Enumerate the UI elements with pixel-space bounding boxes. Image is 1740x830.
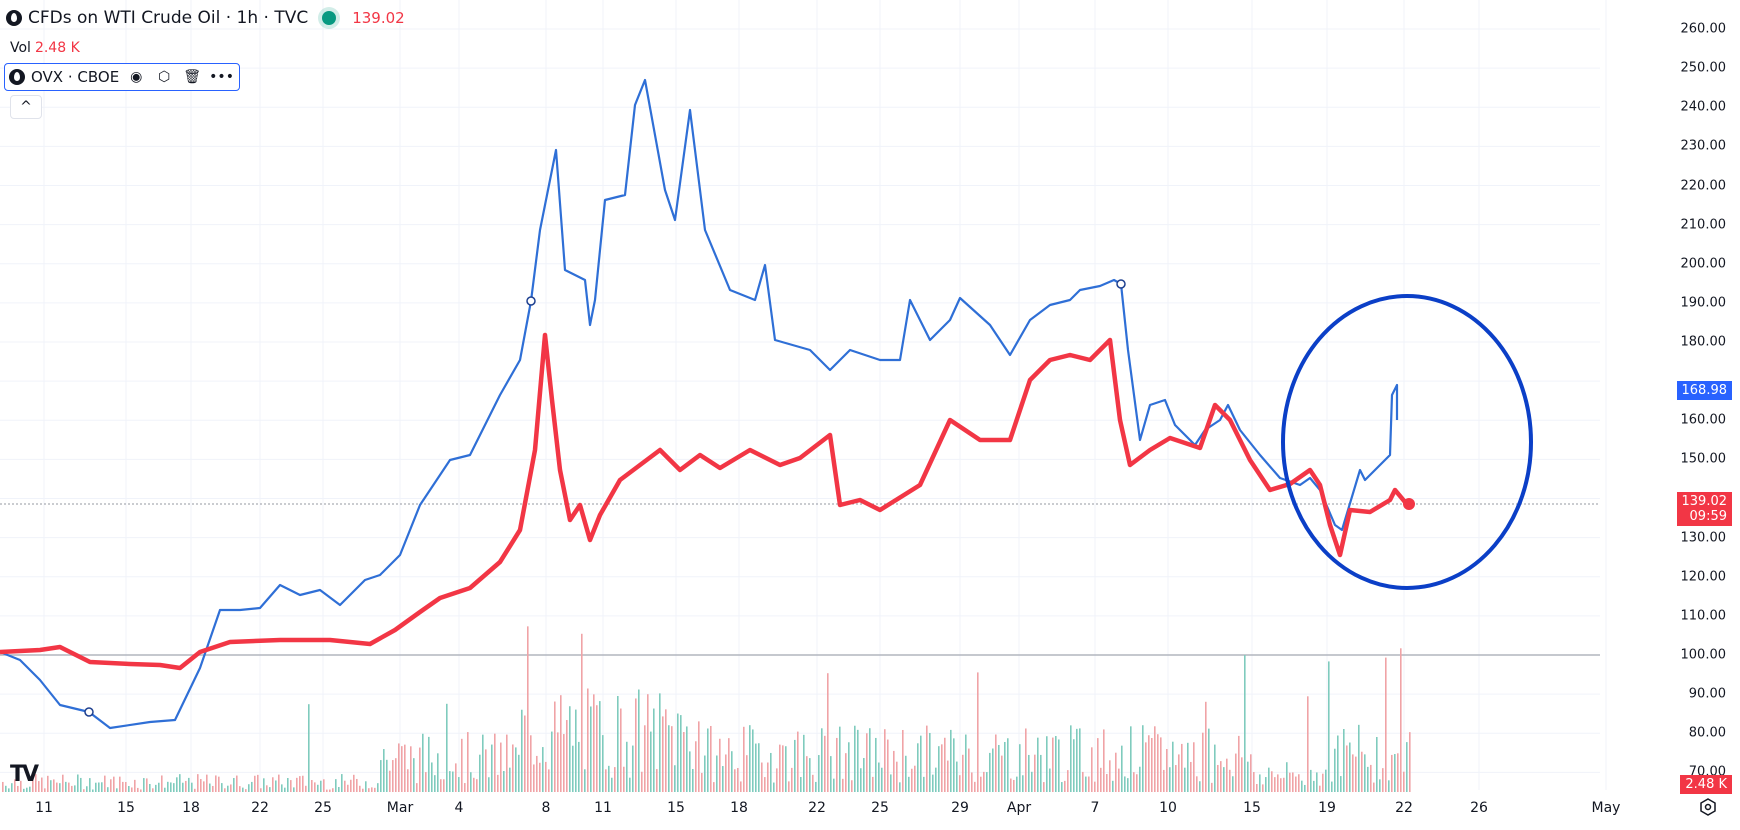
time-axis-label: 15	[117, 800, 135, 816]
volume-value: 2.48 K	[34, 40, 80, 56]
price-axis-label: 160.00	[1680, 412, 1727, 428]
last-price-dot	[1403, 498, 1415, 510]
price-axis-label: 190.00	[1680, 295, 1727, 311]
time-axis-label: 10	[1159, 800, 1177, 816]
price-axis-label: 90.00	[1688, 686, 1726, 702]
tradingview-logo[interactable]: TV	[10, 762, 39, 787]
annotation-circle[interactable]	[1281, 294, 1533, 590]
time-axis-label: 29	[951, 800, 969, 816]
price-axis-label: 220.00	[1680, 178, 1727, 193]
ovx-line[interactable]	[0, 78, 1399, 730]
price-axis-label: 80.00	[1688, 725, 1726, 741]
price-axis-label: 100.00	[1680, 647, 1727, 663]
ovx-marker	[526, 296, 536, 306]
time-axis-label: 25	[314, 800, 332, 816]
price-axis-label: 110.00	[1680, 608, 1727, 624]
volume-badge: 2.48 K	[1680, 775, 1732, 794]
price-axis-label: 200.00	[1680, 256, 1727, 272]
time-axis-label: May	[1591, 800, 1621, 816]
time-axis-label: 18	[182, 800, 200, 816]
price-axis-label: 260.00	[1680, 21, 1727, 37]
symbol-legend[interactable]: CFDs on WTI Crude Oil · 1h · TVC 139.02	[6, 8, 405, 28]
ovx-marker	[84, 707, 94, 717]
time-axis-label: Mar	[386, 800, 414, 816]
time-axis-label: Apr	[1006, 800, 1032, 816]
time-axis-label: 11	[35, 800, 53, 816]
price-axis-label: 180.00	[1680, 334, 1727, 350]
wti-line[interactable]	[0, 332, 1411, 671]
symbol-title: CFDs on WTI Crude Oil · 1h · TVC	[28, 8, 309, 28]
market-status-icon	[322, 11, 337, 25]
time-axis-label: 18	[730, 800, 748, 816]
volume-label: Vol	[10, 40, 31, 56]
price-axis-label: 230.00	[1680, 138, 1727, 154]
ovx-marker	[1116, 279, 1126, 289]
time-axis-label: 19	[1318, 800, 1336, 816]
time-axis-label: 7	[1090, 800, 1100, 816]
time-axis-label: 15	[667, 800, 685, 816]
volume-legend: Vol 2.48 K	[10, 40, 80, 56]
time-axis-label: 11	[594, 800, 612, 816]
ovx-price-badge: 168.98	[1676, 381, 1732, 400]
price-axis-label: 240.00	[1680, 99, 1727, 115]
settings-icon[interactable]: ⬡	[158, 69, 171, 85]
time-axis-label: 8	[541, 800, 551, 816]
last-price: 139.02	[352, 9, 405, 27]
price-axis-label: 150.00	[1680, 451, 1727, 467]
price-axis-label: 130.00	[1680, 530, 1727, 546]
price-axis-label: 120.00	[1680, 569, 1727, 585]
time-axis-label: 22	[251, 800, 269, 816]
eye-icon[interactable]: ◉	[130, 69, 143, 85]
time-axis-label: 22	[1395, 800, 1413, 816]
volume-bars	[2, 626, 1411, 792]
price-axis-label: 250.00	[1680, 60, 1727, 76]
ovx-indicator-legend[interactable]: OVX · CBOE ◉ ⬡ 🗑 •••	[4, 63, 241, 91]
last-price-badge: 139.02 09:59	[1676, 492, 1732, 526]
time-axis-label: 26	[1470, 800, 1488, 816]
last-price-badge-value: 139.02	[1681, 494, 1728, 509]
time-axis-label: 25	[871, 800, 889, 816]
time-axis-label: 4	[454, 800, 464, 816]
oil-drop-icon	[9, 69, 25, 85]
more-icon[interactable]: •••	[209, 69, 234, 85]
ovx-label: OVX · CBOE	[31, 68, 120, 86]
collapse-legend-button[interactable]: ^	[10, 95, 42, 119]
price-axis[interactable]: 260.00 250.00 240.00 230.00 220.00 210.00 200.…	[1600, 0, 1740, 790]
price-axis-label: 210.00	[1680, 217, 1727, 233]
bar-countdown: 09:59	[1689, 509, 1727, 524]
time-axis-label: 22	[808, 800, 826, 816]
time-axis-label: 15	[1243, 800, 1261, 816]
oil-drop-icon	[6, 10, 22, 26]
trash-icon[interactable]: 🗑	[183, 69, 202, 85]
settings-icon[interactable]	[1699, 798, 1717, 816]
